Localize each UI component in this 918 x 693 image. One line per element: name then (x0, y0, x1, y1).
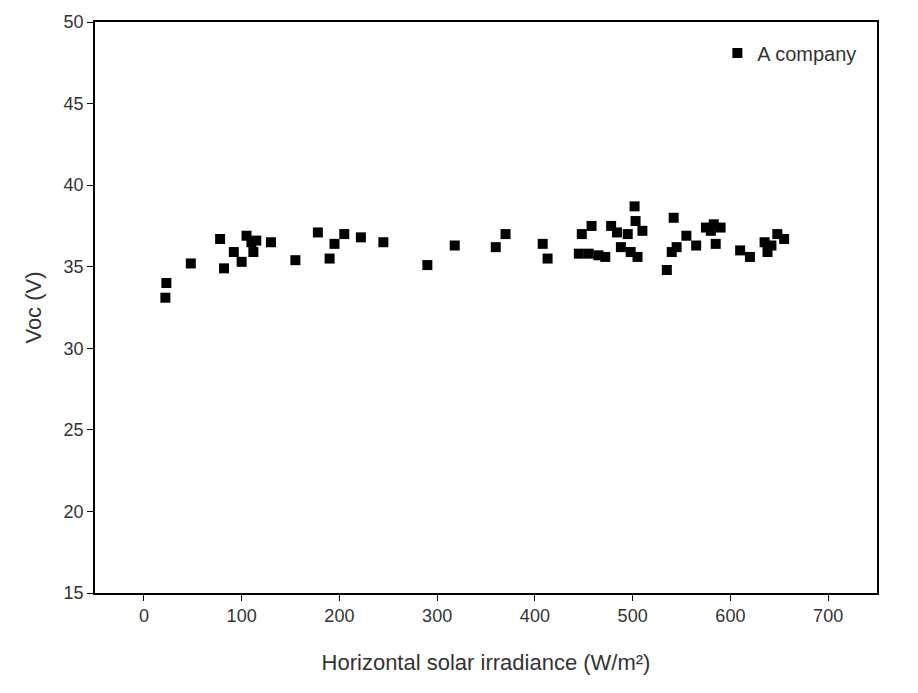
svg-text:Voc (V): Voc (V) (21, 271, 46, 343)
svg-text:40: 40 (64, 175, 84, 195)
svg-text:600: 600 (715, 606, 745, 626)
svg-text:700: 700 (813, 606, 843, 626)
svg-text:500: 500 (618, 606, 648, 626)
svg-text:35: 35 (64, 257, 84, 277)
svg-text:0: 0 (139, 606, 149, 626)
svg-text:300: 300 (422, 606, 452, 626)
svg-text:20: 20 (64, 502, 84, 522)
svg-text:15: 15 (64, 583, 84, 603)
svg-text:50: 50 (64, 12, 84, 32)
svg-text:Horizontal solar irradiance (W: Horizontal solar irradiance (W/m²) (322, 650, 651, 675)
svg-text:30: 30 (64, 339, 84, 359)
svg-text:25: 25 (64, 420, 84, 440)
svg-text:100: 100 (227, 606, 257, 626)
svg-text:200: 200 (324, 606, 354, 626)
svg-text:400: 400 (520, 606, 550, 626)
svg-text:A company: A company (757, 43, 856, 65)
svg-text:45: 45 (64, 94, 84, 114)
